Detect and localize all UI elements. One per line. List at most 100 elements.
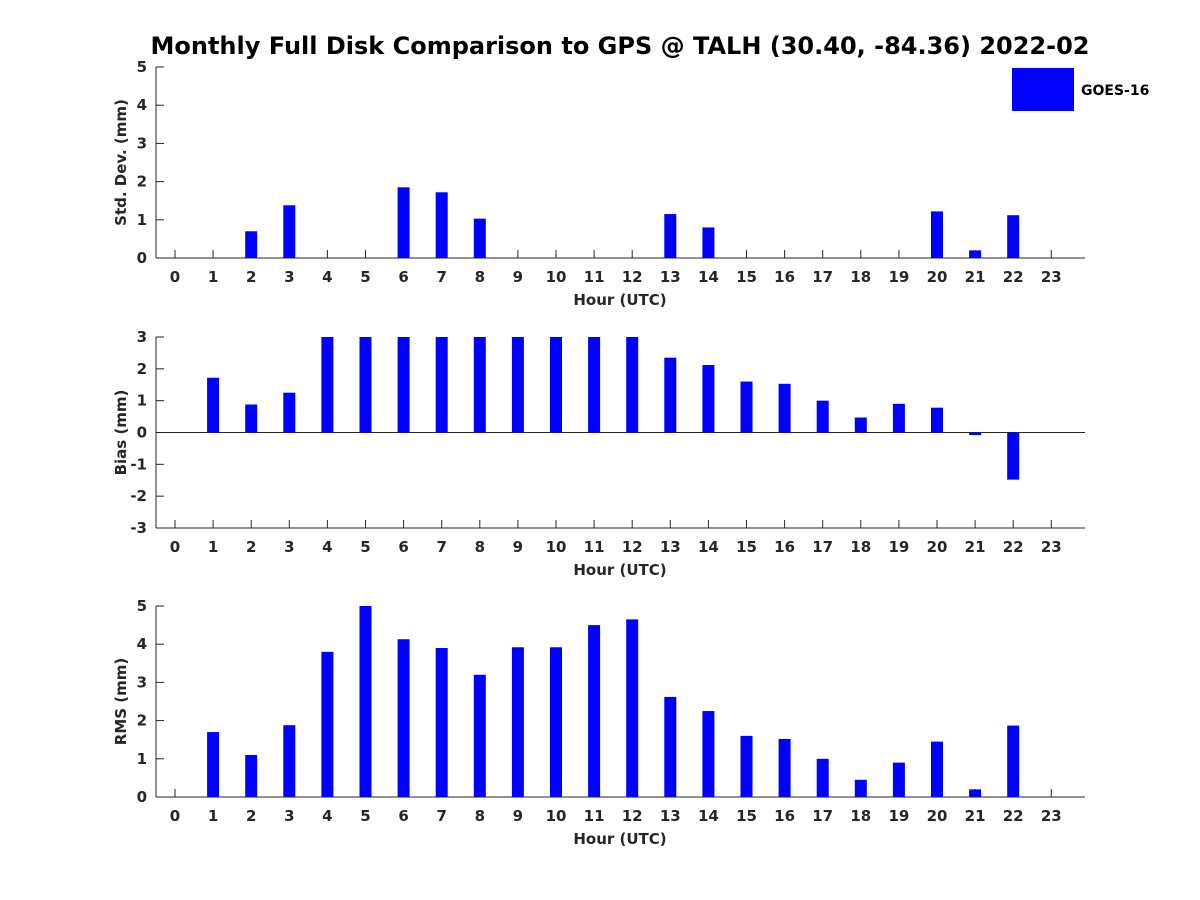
x-tick-label: 16 (774, 538, 795, 556)
x-tick-label: 22 (1003, 538, 1024, 556)
x-tick-label: 6 (398, 807, 408, 825)
bar-hour-15 (740, 735, 753, 797)
bar-hour-17 (816, 400, 829, 433)
x-tick-label: 20 (927, 538, 948, 556)
x-tick-label: 5 (360, 538, 370, 556)
bar-hour-8 (473, 218, 486, 258)
x-tick-label: 2 (246, 807, 256, 825)
x-tick-label: 11 (584, 807, 605, 825)
bar-hour-16 (778, 738, 791, 797)
y-tick-label: 1 (137, 211, 147, 229)
x-tick-label: 0 (170, 538, 180, 556)
bar-hour-22 (1007, 725, 1020, 797)
bar-hour-12 (626, 337, 639, 433)
x-tick-label: 13 (660, 268, 681, 286)
x-tick-label: 1 (208, 807, 218, 825)
y-tick-label: 0 (137, 249, 147, 267)
bar-hour-3 (283, 725, 296, 797)
bar-hour-17 (816, 758, 829, 797)
bar-hour-10 (550, 647, 562, 797)
legend: GOES-16 (1012, 68, 1149, 111)
y-axis-label: RMS (mm) (112, 658, 130, 745)
bar-hour-15 (740, 381, 753, 433)
x-tick-label: 2 (246, 538, 256, 556)
x-tick-label: 18 (850, 807, 871, 825)
bar-hour-6 (397, 187, 410, 258)
x-tick-label: 10 (546, 538, 567, 556)
bar-hour-13 (664, 214, 677, 258)
x-tick-label: 21 (965, 807, 986, 825)
y-tick-label: 0 (137, 424, 147, 442)
x-tick-label: 17 (812, 807, 833, 825)
x-tick-label: 0 (170, 268, 180, 286)
chart-title: Monthly Full Disk Comparison to GPS @ TA… (151, 32, 1090, 60)
bar-hour-20 (931, 211, 943, 258)
x-tick-label: 19 (888, 807, 909, 825)
bar-hour-21 (969, 250, 982, 258)
x-tick-label: 7 (436, 268, 446, 286)
bar-hour-14 (702, 227, 715, 258)
legend-label: GOES-16 (1081, 83, 1149, 99)
bar-hour-4 (321, 337, 334, 433)
bar-hour-11 (588, 625, 601, 797)
x-tick-label: 0 (170, 807, 180, 825)
y-tick-label: -1 (130, 455, 147, 473)
x-tick-label: 9 (513, 268, 523, 286)
y-tick-label: 3 (137, 328, 147, 346)
y-tick-label: 3 (137, 673, 147, 691)
bar-hour-11 (588, 337, 601, 433)
y-tick-label: 4 (137, 635, 147, 653)
bar-hour-2 (245, 754, 258, 797)
x-tick-label: 10 (546, 807, 567, 825)
y-tick-label: 1 (137, 750, 147, 768)
bar-hour-6 (397, 639, 410, 797)
bar-hour-20 (931, 407, 943, 433)
y-tick-label: 3 (137, 134, 147, 152)
x-tick-label: 13 (660, 538, 681, 556)
bar-hour-5 (359, 337, 372, 433)
x-tick-label: 5 (360, 807, 370, 825)
x-tick-label: 15 (736, 807, 757, 825)
x-tick-label: 18 (850, 268, 871, 286)
bar-hour-5 (359, 606, 372, 797)
bar-hour-7 (435, 192, 448, 258)
x-tick-label: 19 (888, 268, 909, 286)
bar-hour-2 (245, 231, 258, 258)
x-tick-label: 23 (1041, 807, 1062, 825)
bar-hour-13 (664, 696, 677, 797)
bar-hour-3 (283, 392, 296, 433)
x-tick-label: 14 (698, 538, 719, 556)
bar-hour-19 (892, 762, 905, 797)
x-axis-label: Hour (UTC) (573, 830, 666, 848)
x-tick-label: 2 (246, 268, 256, 286)
bar-hour-8 (473, 337, 486, 433)
x-tick-label: 17 (812, 268, 833, 286)
bar-hour-21 (969, 432, 982, 436)
x-tick-label: 4 (322, 538, 332, 556)
bar-hour-13 (664, 357, 677, 433)
x-tick-label: 14 (698, 807, 719, 825)
x-tick-label: 11 (584, 538, 605, 556)
bar-hour-14 (702, 365, 715, 433)
x-tick-label: 1 (208, 538, 218, 556)
y-tick-label: 0 (137, 788, 147, 806)
y-axis-label: Bias (mm) (112, 390, 130, 476)
bar-hour-1 (207, 377, 220, 433)
x-tick-label: 5 (360, 268, 370, 286)
x-tick-label: 12 (622, 268, 643, 286)
bar-hour-3 (283, 205, 296, 258)
bar-hour-7 (435, 648, 448, 797)
x-tick-label: 4 (322, 807, 332, 825)
x-tick-label: 18 (850, 538, 871, 556)
y-tick-label: 2 (137, 173, 147, 191)
x-tick-label: 14 (698, 268, 719, 286)
x-tick-label: 1 (208, 268, 218, 286)
bar-hour-14 (702, 711, 715, 797)
bar-hour-12 (626, 619, 639, 797)
bar-hour-16 (778, 383, 791, 433)
y-tick-label: 2 (137, 360, 147, 378)
